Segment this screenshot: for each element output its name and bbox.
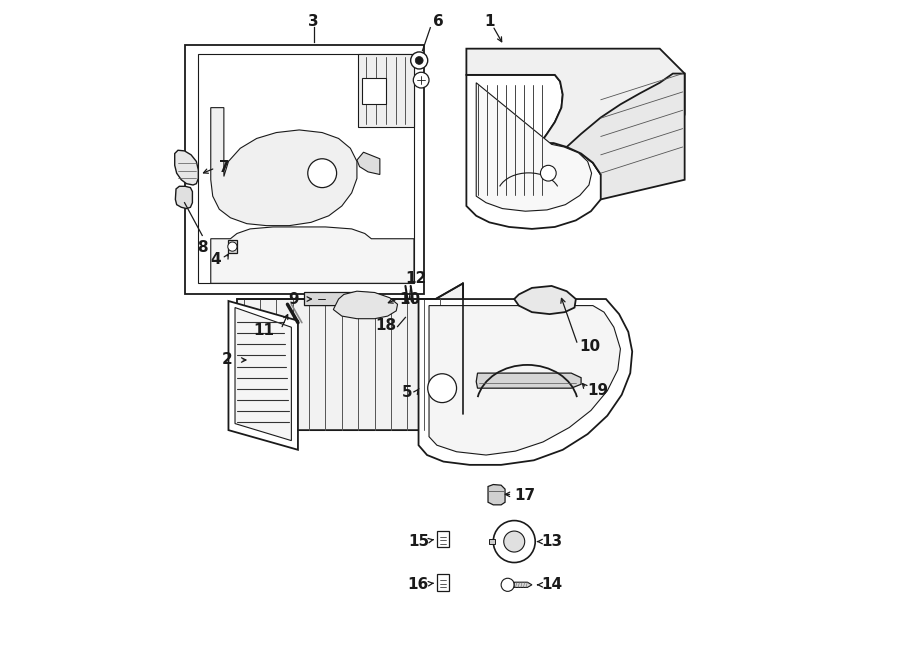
Polygon shape xyxy=(429,305,620,455)
Circle shape xyxy=(413,72,429,88)
Text: 1: 1 xyxy=(484,14,495,28)
Polygon shape xyxy=(304,292,382,305)
Polygon shape xyxy=(235,307,292,441)
Circle shape xyxy=(308,159,337,188)
Polygon shape xyxy=(184,46,424,294)
Polygon shape xyxy=(488,485,505,505)
Polygon shape xyxy=(333,292,398,319)
Text: 15: 15 xyxy=(408,534,429,549)
Text: 10: 10 xyxy=(399,292,420,307)
Circle shape xyxy=(410,52,428,69)
Polygon shape xyxy=(476,83,591,212)
Text: 12: 12 xyxy=(405,271,427,286)
Polygon shape xyxy=(357,152,380,175)
Text: 2: 2 xyxy=(221,352,232,368)
Polygon shape xyxy=(490,539,495,544)
Text: 14: 14 xyxy=(542,577,562,592)
Polygon shape xyxy=(466,49,685,175)
Polygon shape xyxy=(229,301,298,449)
Polygon shape xyxy=(466,75,604,229)
Polygon shape xyxy=(358,54,414,128)
Circle shape xyxy=(504,531,525,552)
Text: 7: 7 xyxy=(220,161,230,175)
Text: 13: 13 xyxy=(542,534,562,549)
Polygon shape xyxy=(176,186,193,209)
Polygon shape xyxy=(175,150,198,185)
Text: 3: 3 xyxy=(309,14,319,28)
Circle shape xyxy=(428,373,456,403)
Circle shape xyxy=(228,242,237,251)
Text: 19: 19 xyxy=(588,383,608,399)
Polygon shape xyxy=(514,582,532,588)
Polygon shape xyxy=(198,54,414,284)
FancyBboxPatch shape xyxy=(436,531,449,547)
Text: 18: 18 xyxy=(375,318,396,332)
Text: 4: 4 xyxy=(210,253,220,267)
FancyBboxPatch shape xyxy=(362,78,386,104)
Circle shape xyxy=(415,57,423,64)
Text: 17: 17 xyxy=(514,488,536,503)
Polygon shape xyxy=(229,240,237,253)
Polygon shape xyxy=(211,227,414,284)
Text: 16: 16 xyxy=(408,577,429,592)
Circle shape xyxy=(541,165,556,181)
Text: 10: 10 xyxy=(580,339,601,354)
Polygon shape xyxy=(514,286,576,314)
Circle shape xyxy=(501,578,514,592)
Polygon shape xyxy=(211,108,357,225)
Polygon shape xyxy=(418,299,632,465)
FancyBboxPatch shape xyxy=(436,574,449,592)
Polygon shape xyxy=(237,284,464,430)
Text: 8: 8 xyxy=(197,240,208,255)
Text: 6: 6 xyxy=(433,14,444,28)
Text: 5: 5 xyxy=(401,385,412,401)
Polygon shape xyxy=(476,373,581,388)
Text: 11: 11 xyxy=(253,323,274,338)
Polygon shape xyxy=(567,73,685,200)
Circle shape xyxy=(493,521,536,563)
Text: 9: 9 xyxy=(289,292,299,307)
